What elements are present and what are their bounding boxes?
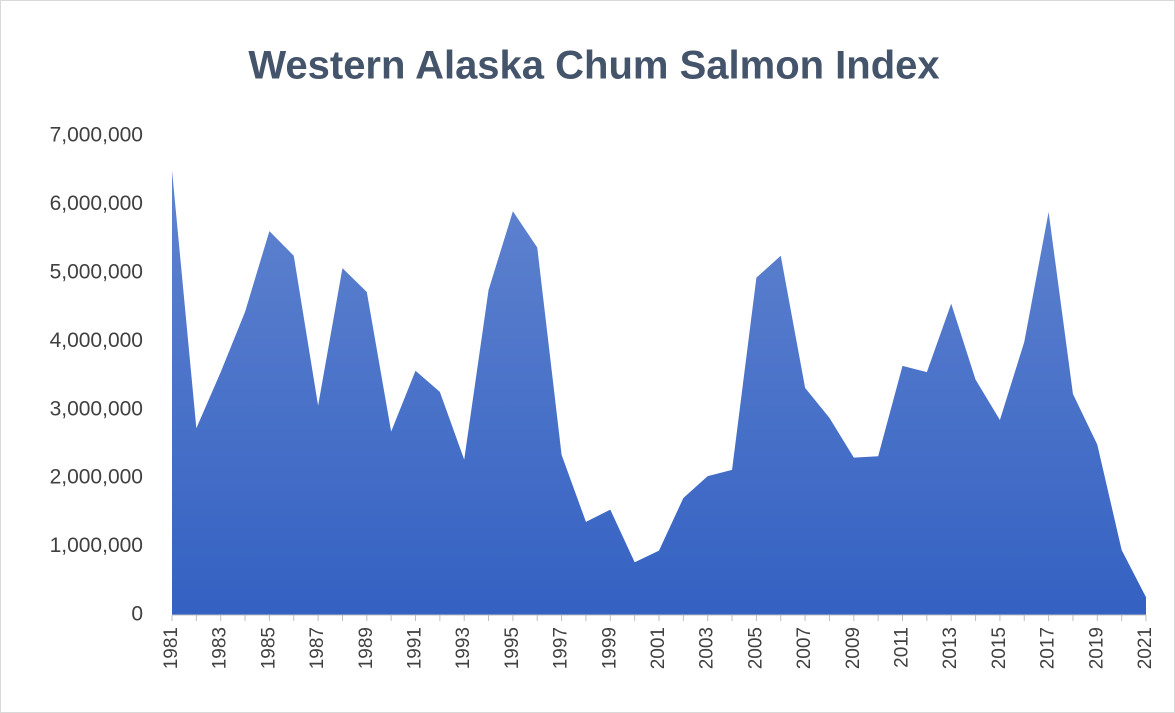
y-tick-label: 4,000,000 [50,329,143,352]
x-tick-label: 1991 [405,627,426,669]
chart-title: Western Alaska Chum Salmon Index [248,44,939,88]
x-tick-label: 2005 [745,627,766,669]
x-tick-label: 2001 [648,627,669,669]
y-tick-label: 0 [131,603,143,626]
x-tick-label: 2017 [1038,627,1059,669]
x-tick-label: 1993 [453,627,474,669]
x-tick-label: 1987 [307,627,328,669]
x-tick-label: 1985 [258,627,279,669]
x-tick-label: 2013 [940,627,961,669]
y-tick-label: 2,000,000 [50,466,143,489]
x-tick-label: 1983 [210,627,231,669]
x-tick-label: 1995 [502,627,523,669]
x-tick-label: 1997 [551,627,572,669]
x-tick-label: 1981 [161,627,182,669]
y-tick-label: 5,000,000 [50,260,143,283]
x-tick-label: 2015 [989,627,1010,669]
area [172,170,1146,615]
y-tick-label: 3,000,000 [50,397,143,420]
x-tick-label: 1989 [356,627,377,669]
x-tick-label: 2003 [697,627,718,669]
x-tick-label: 1999 [599,627,620,669]
x-tick-label: 2021 [1135,627,1156,669]
y-tick-label: 6,000,000 [50,192,143,215]
y-tick-label: 1,000,000 [50,534,143,557]
x-tick-label: 2019 [1086,627,1107,669]
y-tick-label: 7,000,000 [50,124,143,147]
x-tick-label: 2011 [892,627,913,668]
x-tick-label: 2009 [843,627,864,669]
x-tick-label: 2007 [794,627,815,669]
